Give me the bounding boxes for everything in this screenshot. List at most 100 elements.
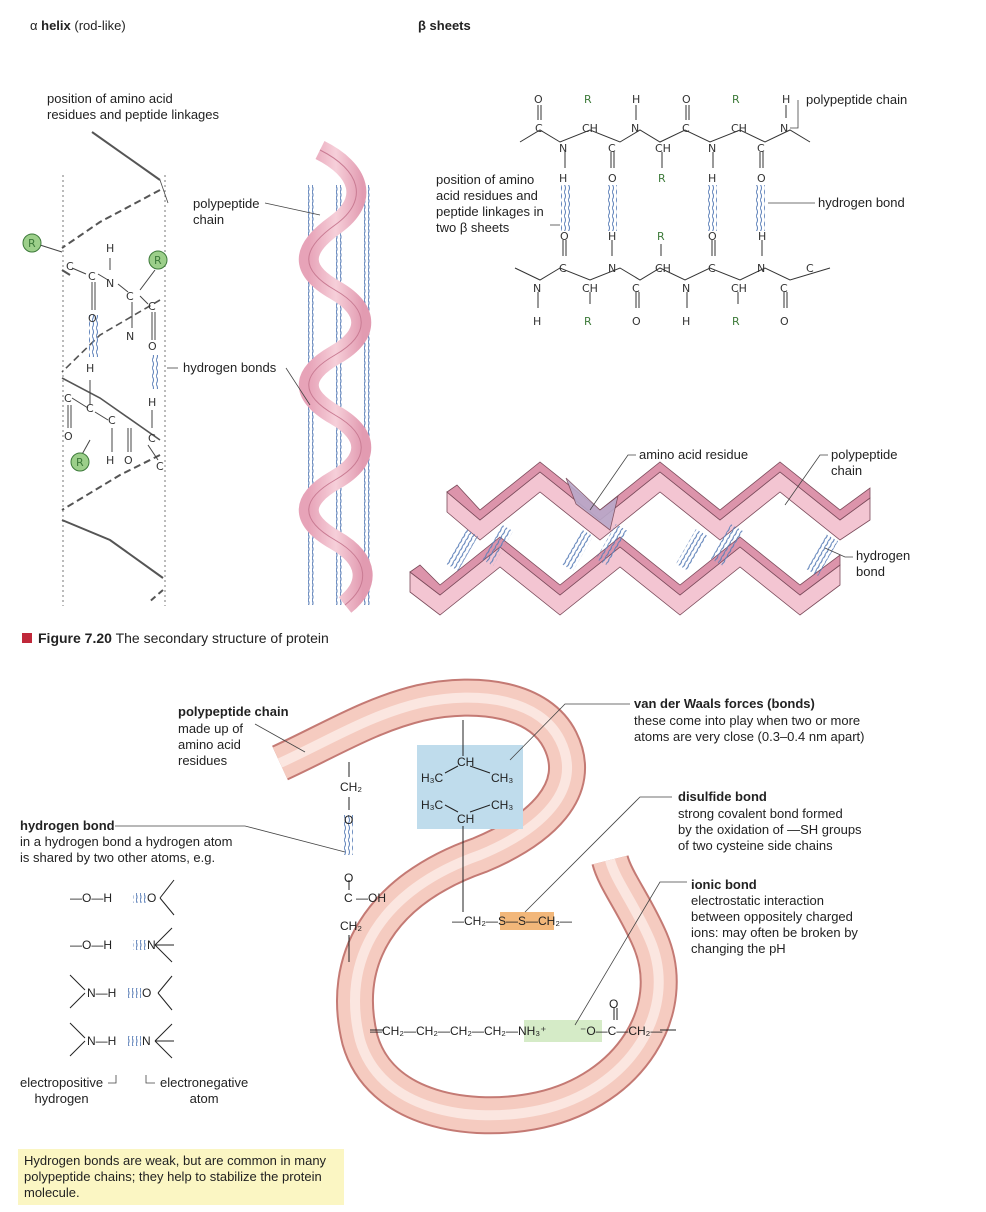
chem-disulfide: —CH₂—S—S—CH₂— xyxy=(452,914,572,928)
alpha-c-5: C xyxy=(64,392,72,405)
beta-hbond-label: hydrogen bond xyxy=(818,195,905,210)
hbond-example-4-n: N xyxy=(142,1034,151,1048)
alpha-helix-skeleton xyxy=(61,131,166,606)
beta-r-1: R xyxy=(584,93,592,106)
hbond-example-2-n: N xyxy=(147,938,156,952)
alpha-helix-ribbon xyxy=(298,141,373,613)
hbond-example-bonds xyxy=(69,879,175,1059)
alpha-n-2: N xyxy=(126,330,134,343)
hbond-example-3: N—H xyxy=(87,986,117,1000)
beta-ribbon-coils xyxy=(445,524,839,576)
beta-ribbon xyxy=(409,461,871,616)
beta-o-4: O xyxy=(757,172,766,185)
alpha-r-3: R xyxy=(76,456,84,469)
hbond-example-3-o: O xyxy=(142,986,152,1000)
ionic-desc: electrostatic interaction between opposi… xyxy=(691,893,858,956)
beta-c-9: C xyxy=(780,282,788,295)
beta-ribbon-leaders xyxy=(589,454,853,558)
alpha-atom-letters: R R R C C H N C C O N O H C C C H C O H … xyxy=(28,237,164,473)
alpha-symbol: α xyxy=(30,18,38,33)
beta-chain-label: polypeptide chain xyxy=(831,447,898,478)
beta-o-2: O xyxy=(682,93,691,106)
hbond-note: Hydrogen bonds are weak, but are common … xyxy=(18,1149,344,1205)
hbond-title: hydrogen bond xyxy=(20,818,115,833)
disulfide-title: disulfide bond xyxy=(678,789,767,804)
beta-h-7: H xyxy=(533,315,541,328)
alpha-r-2: R xyxy=(154,254,162,267)
polypeptide-desc: made up of amino acid residues xyxy=(178,721,244,768)
tertiary-backbone xyxy=(272,678,678,1135)
figure-caption-text: The secondary structure of protein xyxy=(115,630,329,646)
beta-c-2: C xyxy=(682,122,690,135)
figure-marker xyxy=(22,633,32,643)
alpha-o-1: O xyxy=(88,312,97,325)
chem-ionic-right: ⁻O—C—CH₂— xyxy=(580,1024,663,1038)
chem-o-bottom: O xyxy=(344,871,354,885)
beta-polypeptide-label: polypeptide chain xyxy=(806,92,908,107)
alpha-c-3: C xyxy=(126,290,134,303)
beta-h-3: H xyxy=(559,172,567,185)
alpha-r-groups xyxy=(22,233,168,472)
figure-number: Figure 7.20 xyxy=(38,630,112,646)
alpha-h-4: H xyxy=(106,454,114,467)
tertiary-sidechains xyxy=(348,720,676,1031)
beta-n-8: N xyxy=(682,282,690,295)
alpha-helix-title: α helix (rod-like) xyxy=(30,18,126,34)
beta-r-3: R xyxy=(658,172,666,185)
beta-r-2: R xyxy=(732,93,740,106)
alpha-c-9: C xyxy=(156,460,164,473)
ionic-title: ionic bond xyxy=(691,877,757,892)
alpha-h-1: H xyxy=(106,242,114,255)
tertiary-hbond-coil xyxy=(343,815,353,855)
chem-ch3-bottom: CH₃ xyxy=(491,798,514,812)
beta-o-7: O xyxy=(632,315,641,328)
beta-n-3: N xyxy=(559,142,567,155)
alpha-leaders xyxy=(159,179,321,406)
beta-c-4: C xyxy=(757,142,765,155)
beta-hbond2-label: hydrogen bond xyxy=(856,548,911,579)
polypeptide-title: polypeptide chain xyxy=(178,704,289,719)
hbond-example-coils xyxy=(127,893,147,1046)
hbond-example-2: —O—H xyxy=(70,938,112,952)
alpha-c-4: C xyxy=(148,300,156,313)
beta-h-6: H xyxy=(758,230,766,243)
beta-r-4: R xyxy=(657,230,665,243)
ionic-box xyxy=(524,1020,602,1042)
beta-h-1: H xyxy=(632,93,640,106)
alpha-c-8: C xyxy=(148,432,156,445)
beta-ch-6: CH xyxy=(731,282,747,295)
hbond-example-1: —O—H xyxy=(70,891,112,905)
alpha-helix-atoms xyxy=(39,244,159,461)
alpha-r-1: R xyxy=(28,237,36,250)
disulfide-desc: strong covalent bond formed by the oxida… xyxy=(678,806,862,853)
beta-o-5: O xyxy=(560,230,569,243)
beta-r-5: R xyxy=(584,315,592,328)
beta-h-2: H xyxy=(782,93,790,106)
beta-n-6: N xyxy=(757,262,765,275)
chem-ionic-o: O xyxy=(609,997,619,1011)
alpha-hbond-coils xyxy=(89,315,159,389)
beta-ch-5: CH xyxy=(582,282,598,295)
alpha-o-2: O xyxy=(148,340,157,353)
chem-c: C xyxy=(344,891,353,905)
chem-ch-bottom: CH xyxy=(457,812,475,826)
beta-h-5: H xyxy=(608,230,616,243)
alpha-position-label: position of amino acid residues and pept… xyxy=(47,91,220,122)
alpha-h-3: H xyxy=(148,396,156,409)
vdw-box xyxy=(417,745,523,829)
alpha-o-4: O xyxy=(124,454,133,467)
beta-atom-letters: O R H O R H C CH N C CH N N C CH N C H O… xyxy=(533,93,814,328)
hbond-example-1-o: O xyxy=(147,891,157,905)
beta-h-4: H xyxy=(708,172,716,185)
disulfide-box xyxy=(500,912,554,930)
chem-ch-top: CH xyxy=(457,755,475,769)
beta-ch-1: CH xyxy=(582,122,598,135)
alpha-n-1: N xyxy=(106,277,114,290)
hbond-desc: in a hydrogen bond a hydrogen atom is sh… xyxy=(20,834,233,865)
figure-caption: Figure 7.20 The secondary structure of p… xyxy=(38,630,329,646)
beta-hbond-coils xyxy=(561,185,765,231)
chem-ch3-top: CH₃ xyxy=(491,771,514,785)
hbond-example-4: N—H xyxy=(87,1034,117,1048)
alpha-o-3: O xyxy=(64,430,73,443)
